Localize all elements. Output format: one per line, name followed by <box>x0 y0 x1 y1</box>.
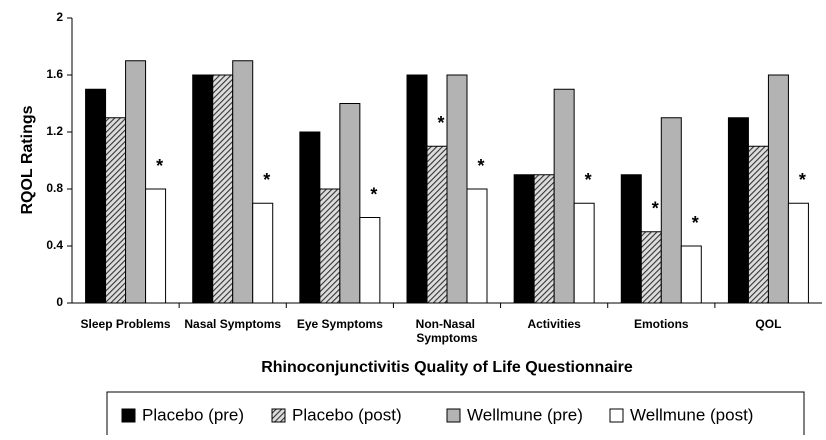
legend-label: Wellmune (pre) <box>467 405 583 424</box>
significance-label: * <box>370 184 377 204</box>
bar <box>426 145 448 304</box>
legend-swatch <box>446 408 461 423</box>
x-tick-label: Sleep Problems <box>81 317 171 331</box>
bar <box>105 117 127 304</box>
significance-label: * <box>692 213 699 233</box>
bar <box>212 74 234 304</box>
y-axis-title: RQOL Ratings <box>19 105 36 214</box>
x-tick-label: Nasal Symptoms <box>184 317 281 331</box>
x-tick-label: Emotions <box>634 317 689 331</box>
bar <box>553 88 575 304</box>
bar <box>145 188 167 304</box>
bar <box>85 88 107 304</box>
significance-label: * <box>477 156 484 176</box>
bar <box>660 117 682 304</box>
bar <box>573 202 595 304</box>
bar <box>406 74 428 304</box>
legend-swatch <box>609 408 624 423</box>
significance-label: * <box>437 113 444 133</box>
significance-label: * <box>799 170 806 190</box>
bar <box>640 231 662 304</box>
bar <box>232 60 254 304</box>
x-tick-label: Activities <box>527 317 581 331</box>
bar <box>252 202 274 304</box>
y-tick-label: 1.2 <box>46 124 63 138</box>
bar <box>466 188 488 304</box>
bar <box>747 145 769 304</box>
legend-swatch <box>121 408 136 423</box>
significance-label: * <box>585 170 592 190</box>
bar <box>513 174 535 304</box>
legend-box <box>106 391 805 440</box>
y-tick-label: 0.8 <box>46 181 63 195</box>
legend-label: Wellmune (post) <box>630 405 753 424</box>
bar <box>620 174 642 304</box>
y-tick-label: 1.6 <box>46 67 63 81</box>
bar <box>446 74 468 304</box>
x-tick-label: QOL <box>755 317 781 331</box>
bar <box>787 202 809 304</box>
x-tick-label: Non-Nasal Symptoms <box>416 317 479 345</box>
legend-swatch <box>271 408 286 423</box>
bar <box>359 217 381 304</box>
significance-label: * <box>652 199 659 219</box>
bar <box>339 103 361 304</box>
bar <box>533 174 555 304</box>
x-axis-title: Rhinoconjunctivitis Quality of Life Ques… <box>261 359 633 376</box>
y-tick-label: 0 <box>56 295 63 309</box>
bar <box>319 188 341 304</box>
significance-label: * <box>263 170 270 190</box>
legend-label: Placebo (pre) <box>142 405 244 424</box>
bar <box>299 131 321 304</box>
significance-label: * <box>156 156 163 176</box>
bar <box>125 60 147 304</box>
bar <box>192 74 214 304</box>
bar <box>767 74 789 304</box>
x-tick-label: Eye Symptoms <box>297 317 383 331</box>
bar <box>727 117 749 304</box>
legend-label: Placebo (post) <box>292 405 402 424</box>
bar <box>680 245 702 304</box>
y-tick-label: 2 <box>56 10 63 24</box>
y-tick-label: 0.4 <box>46 238 63 252</box>
